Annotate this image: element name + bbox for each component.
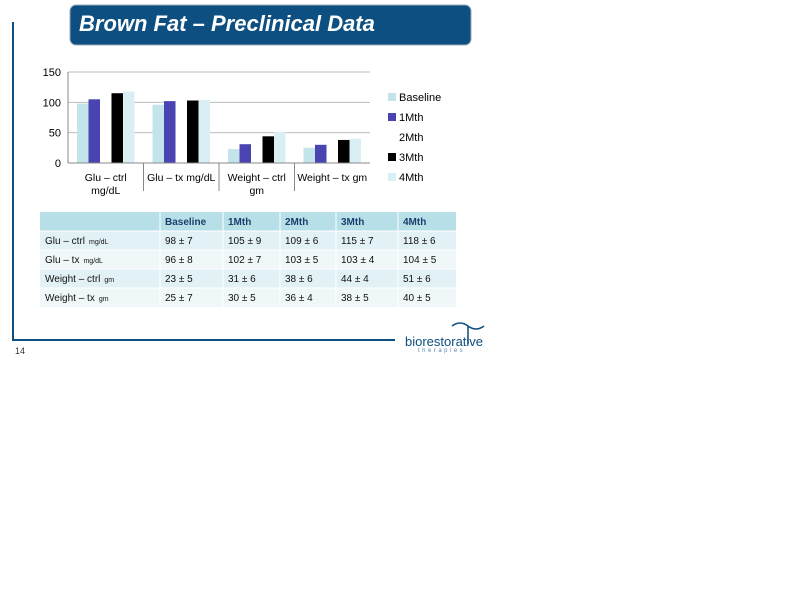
bar xyxy=(88,99,100,163)
row-label-text: Glu – tx xyxy=(45,255,79,266)
legend-label: 2Mth xyxy=(399,132,423,144)
legend-swatch xyxy=(388,113,396,121)
bar xyxy=(338,139,350,163)
x-tick-line: mg/dL xyxy=(91,185,120,197)
legend-swatch xyxy=(388,173,396,181)
legend-swatch xyxy=(388,153,396,161)
table-cell: 38 ± 6 xyxy=(285,274,313,285)
y-tick-label: 150 xyxy=(43,67,61,79)
table-row-bg xyxy=(40,288,456,307)
column-header: Baseline xyxy=(165,217,207,228)
bar xyxy=(198,99,210,163)
bar xyxy=(175,100,187,163)
bar xyxy=(326,141,338,163)
bar xyxy=(187,100,199,163)
table-cell: 103 ± 4 xyxy=(341,255,375,266)
table-cell: 115 ± 7 xyxy=(341,236,374,247)
x-tick-line: Weight – ctrl xyxy=(228,172,286,184)
title-box xyxy=(69,4,472,46)
logo-name: biorestorative xyxy=(405,334,483,349)
row-label: Weight – ctrl gm xyxy=(45,274,114,285)
table-cell: 40 ± 5 xyxy=(403,293,431,304)
column-header: 1Mth xyxy=(228,217,251,228)
table-row-bg xyxy=(40,250,456,269)
x-tick-label: Weight – ctrl gm xyxy=(228,172,286,197)
row-unit: mg/dL xyxy=(83,258,103,265)
row-label-text: Weight – tx xyxy=(45,293,95,304)
bar xyxy=(303,147,315,163)
legend-label: 4Mth xyxy=(399,172,423,184)
bar xyxy=(164,101,176,163)
table-cell: 51 ± 6 xyxy=(403,274,431,285)
row-unit: mg/dL xyxy=(89,239,109,246)
bar xyxy=(123,91,135,163)
bar xyxy=(77,103,89,163)
table-cell: 96 ± 8 xyxy=(165,255,193,266)
bar xyxy=(100,96,112,163)
row-label-text: Glu – ctrl xyxy=(45,236,85,247)
table-cell: 98 ± 7 xyxy=(165,236,193,247)
table-cell: 44 ± 4 xyxy=(341,274,369,285)
table-cell: 102 ± 7 xyxy=(228,255,262,266)
table-cell: 118 ± 6 xyxy=(403,236,436,247)
x-tick-line: gm xyxy=(249,185,264,197)
row-label: Weight – tx gm xyxy=(45,293,109,304)
table-cell: 104 ± 5 xyxy=(403,255,437,266)
frame-line xyxy=(12,22,395,341)
column-header: 4Mth xyxy=(403,217,426,228)
page-number: 14 xyxy=(15,346,25,356)
row-label: Glu – tx mg/dL xyxy=(45,255,103,266)
legend-label: 3Mth xyxy=(399,152,423,164)
y-tick-label: 0 xyxy=(55,158,61,170)
table-cell: 23 ± 5 xyxy=(165,274,193,285)
bar xyxy=(228,149,240,163)
column-header: 3Mth xyxy=(341,217,364,228)
bar xyxy=(111,93,123,163)
table-row-bg xyxy=(40,269,456,288)
legend-swatch xyxy=(388,93,396,101)
table-cell: 38 ± 5 xyxy=(341,293,369,304)
y-tick-label: 50 xyxy=(49,128,61,140)
bar xyxy=(251,139,263,163)
bar xyxy=(274,132,286,163)
table-cell: 103 ± 5 xyxy=(285,255,319,266)
legend-swatch xyxy=(388,133,396,141)
logo-tagline: therapies xyxy=(418,348,465,354)
x-tick-label: Glu – tx mg/dL xyxy=(147,172,215,184)
table-cell: 109 ± 6 xyxy=(285,236,319,247)
bar xyxy=(315,144,327,163)
x-tick-label: Weight – tx gm xyxy=(297,172,367,184)
y-tick-label: 100 xyxy=(43,97,61,109)
table-cell: 31 ± 6 xyxy=(228,274,256,285)
table-cell: 25 ± 7 xyxy=(165,293,193,304)
column-header: 2Mth xyxy=(285,217,308,228)
table-cell: 36 ± 4 xyxy=(285,293,313,304)
table-row-bg xyxy=(40,231,456,250)
row-label-text: Weight – ctrl xyxy=(45,274,100,285)
table-cell: 30 ± 5 xyxy=(228,293,256,304)
legend-label: Baseline xyxy=(399,92,441,104)
title: Brown Fat – Preclinical Data xyxy=(79,11,375,36)
table-cell: 105 ± 9 xyxy=(228,236,262,247)
logo-icon xyxy=(451,322,485,344)
table-header-bg xyxy=(40,212,456,231)
bar xyxy=(262,136,274,163)
row-label: Glu – ctrl mg/dL xyxy=(45,236,109,247)
bar xyxy=(152,104,164,163)
bar xyxy=(239,144,251,163)
x-tick-line: Glu – ctrl xyxy=(85,172,127,184)
bar xyxy=(349,138,361,163)
legend-label: 1Mth xyxy=(399,112,423,124)
x-tick-label: Glu – ctrl mg/dL xyxy=(85,172,127,197)
row-unit: gm xyxy=(104,277,114,284)
row-unit: gm xyxy=(99,296,109,303)
